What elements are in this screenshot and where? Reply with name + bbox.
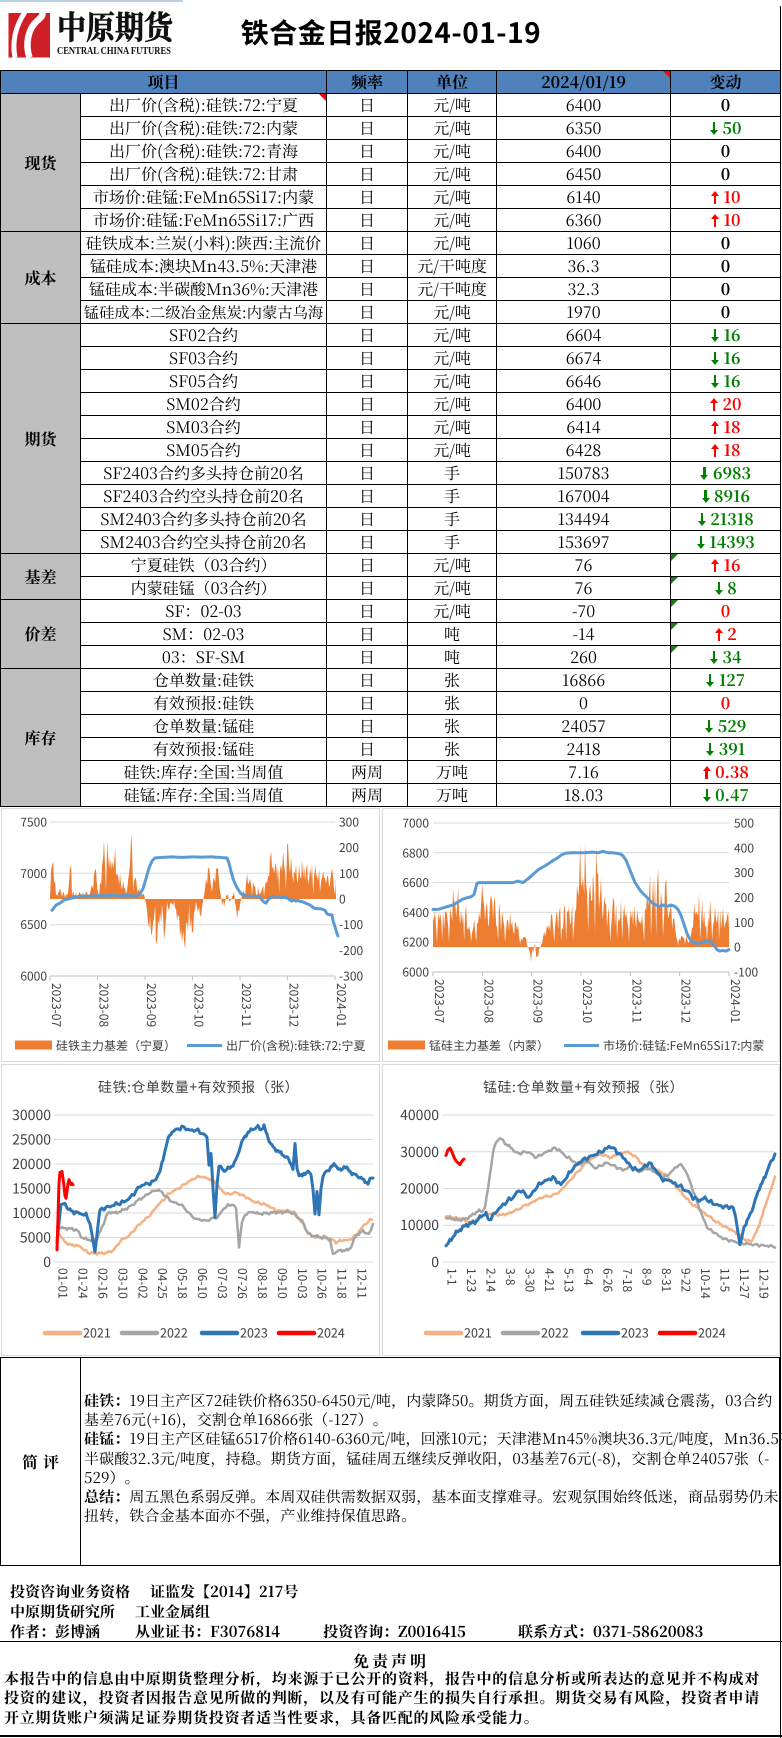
svg-text:4-21: 4-21: [541, 1268, 558, 1292]
svg-text:300: 300: [339, 814, 359, 831]
svg-text:硅铁:仓单数量+有效预报（张）: 硅铁:仓单数量+有效预报（张）: [98, 1077, 299, 1097]
svg-text:7000: 7000: [20, 865, 47, 882]
svg-text:0: 0: [431, 1252, 439, 1272]
svg-text:6000: 6000: [20, 968, 47, 985]
svg-text:0: 0: [339, 891, 346, 908]
svg-text:10-14: 10-14: [697, 1268, 714, 1299]
svg-text:2023-07: 2023-07: [431, 979, 448, 1023]
svg-text:硅铁主力基差（宁夏）: 硅铁主力基差（宁夏）: [56, 1037, 176, 1054]
svg-text:2022: 2022: [541, 1323, 569, 1342]
svg-text:2024-01: 2024-01: [333, 983, 350, 1027]
svg-text:2023-08: 2023-08: [96, 983, 113, 1027]
svg-text:-200: -200: [339, 942, 363, 959]
svg-text:15000: 15000: [12, 1179, 51, 1199]
svg-text:100: 100: [339, 865, 359, 882]
svg-text:2-14: 2-14: [483, 1268, 500, 1292]
svg-text:6600: 6600: [402, 874, 429, 891]
svg-text:300: 300: [734, 864, 754, 881]
svg-text:锰硅:仓单数量+有效预报（张）: 锰硅:仓单数量+有效预报（张）: [483, 1077, 684, 1097]
svg-text:2021: 2021: [464, 1323, 492, 1342]
svg-text:12-11: 12-11: [354, 1268, 371, 1299]
svg-text:2024: 2024: [317, 1323, 345, 1342]
svg-text:12-19: 12-19: [756, 1268, 773, 1299]
svg-text:10000: 10000: [12, 1203, 51, 1223]
svg-text:30000: 30000: [400, 1142, 439, 1162]
svg-text:3-8: 3-8: [502, 1268, 519, 1286]
svg-text:2023: 2023: [621, 1323, 649, 1342]
svg-text:10-03: 10-03: [294, 1268, 311, 1299]
svg-text:6800: 6800: [402, 844, 429, 861]
svg-text:7000: 7000: [402, 815, 429, 832]
svg-text:20000: 20000: [12, 1154, 51, 1174]
svg-text:02-16: 02-16: [94, 1268, 111, 1299]
svg-text:100: 100: [734, 914, 754, 931]
svg-text:2023-10: 2023-10: [191, 983, 208, 1027]
svg-text:2022: 2022: [160, 1323, 188, 1342]
svg-text:200: 200: [339, 839, 359, 856]
svg-text:6-26: 6-26: [600, 1268, 617, 1292]
svg-text:200: 200: [734, 889, 754, 906]
svg-text:01-24: 01-24: [74, 1268, 91, 1299]
svg-text:11-18: 11-18: [334, 1268, 351, 1299]
svg-text:8-31: 8-31: [658, 1268, 675, 1292]
svg-text:2023-07: 2023-07: [48, 983, 65, 1027]
svg-text:2023-09: 2023-09: [143, 983, 160, 1027]
svg-text:10000: 10000: [400, 1215, 439, 1235]
svg-text:5-13: 5-13: [561, 1268, 578, 1292]
svg-text:6-4: 6-4: [580, 1268, 597, 1286]
svg-text:07-03: 07-03: [214, 1268, 231, 1299]
svg-text:2023-11: 2023-11: [238, 983, 255, 1027]
svg-text:市场价:硅锰:FeMn65Si17:内蒙: 市场价:硅锰:FeMn65Si17:内蒙: [603, 1037, 764, 1054]
svg-text:-300: -300: [339, 968, 363, 985]
svg-text:400: 400: [734, 839, 754, 856]
svg-text:6000: 6000: [402, 964, 429, 981]
svg-text:-100: -100: [339, 916, 363, 933]
svg-text:07-26: 07-26: [234, 1268, 251, 1299]
svg-text:08-18: 08-18: [254, 1268, 271, 1299]
svg-text:8-9: 8-9: [639, 1268, 656, 1285]
svg-text:01-01: 01-01: [55, 1268, 72, 1299]
svg-text:30000: 30000: [12, 1105, 51, 1125]
svg-text:2023-12: 2023-12: [286, 983, 303, 1027]
svg-text:9-22: 9-22: [678, 1268, 695, 1292]
svg-text:2024: 2024: [698, 1323, 726, 1342]
svg-text:2023-10: 2023-10: [579, 979, 596, 1023]
svg-text:20000: 20000: [400, 1179, 439, 1199]
svg-text:2023-08: 2023-08: [480, 979, 497, 1023]
svg-text:25000: 25000: [12, 1130, 51, 1150]
svg-text:2021: 2021: [83, 1323, 111, 1342]
svg-text:2023-11: 2023-11: [628, 979, 645, 1023]
svg-text:03-10: 03-10: [114, 1268, 131, 1299]
svg-text:5000: 5000: [20, 1228, 51, 1248]
svg-text:1-23: 1-23: [463, 1268, 480, 1292]
svg-text:0: 0: [43, 1252, 51, 1272]
svg-text:06-10: 06-10: [194, 1268, 211, 1299]
svg-text:7-18: 7-18: [619, 1268, 636, 1292]
svg-text:2023-12: 2023-12: [678, 979, 695, 1023]
svg-text:40000: 40000: [400, 1105, 439, 1125]
svg-text:11-5: 11-5: [717, 1268, 734, 1292]
svg-text:2024-01: 2024-01: [727, 979, 744, 1023]
svg-text:锰硅主力基差（内蒙）: 锰硅主力基差（内蒙）: [429, 1037, 549, 1054]
svg-text:10-26: 10-26: [314, 1268, 331, 1299]
svg-text:6500: 6500: [20, 916, 47, 933]
svg-text:11-27: 11-27: [736, 1268, 753, 1299]
svg-text:-100: -100: [734, 964, 758, 981]
svg-text:1-1: 1-1: [444, 1268, 461, 1285]
svg-text:3-30: 3-30: [522, 1268, 539, 1292]
svg-text:09-10: 09-10: [274, 1268, 291, 1299]
svg-text:04-02: 04-02: [134, 1268, 151, 1299]
svg-text:6200: 6200: [402, 934, 429, 951]
svg-text:05-18: 05-18: [174, 1268, 191, 1299]
svg-text:2023-09: 2023-09: [530, 979, 547, 1023]
svg-text:6400: 6400: [402, 904, 429, 921]
svg-text:04-25: 04-25: [154, 1268, 171, 1299]
svg-text:0: 0: [734, 939, 741, 956]
svg-text:出厂价(含税):硅铁:72:宁夏: 出厂价(含税):硅铁:72:宁夏: [226, 1037, 365, 1054]
svg-text:500: 500: [734, 815, 754, 832]
svg-text:2023: 2023: [240, 1323, 268, 1342]
svg-text:7500: 7500: [20, 814, 47, 831]
